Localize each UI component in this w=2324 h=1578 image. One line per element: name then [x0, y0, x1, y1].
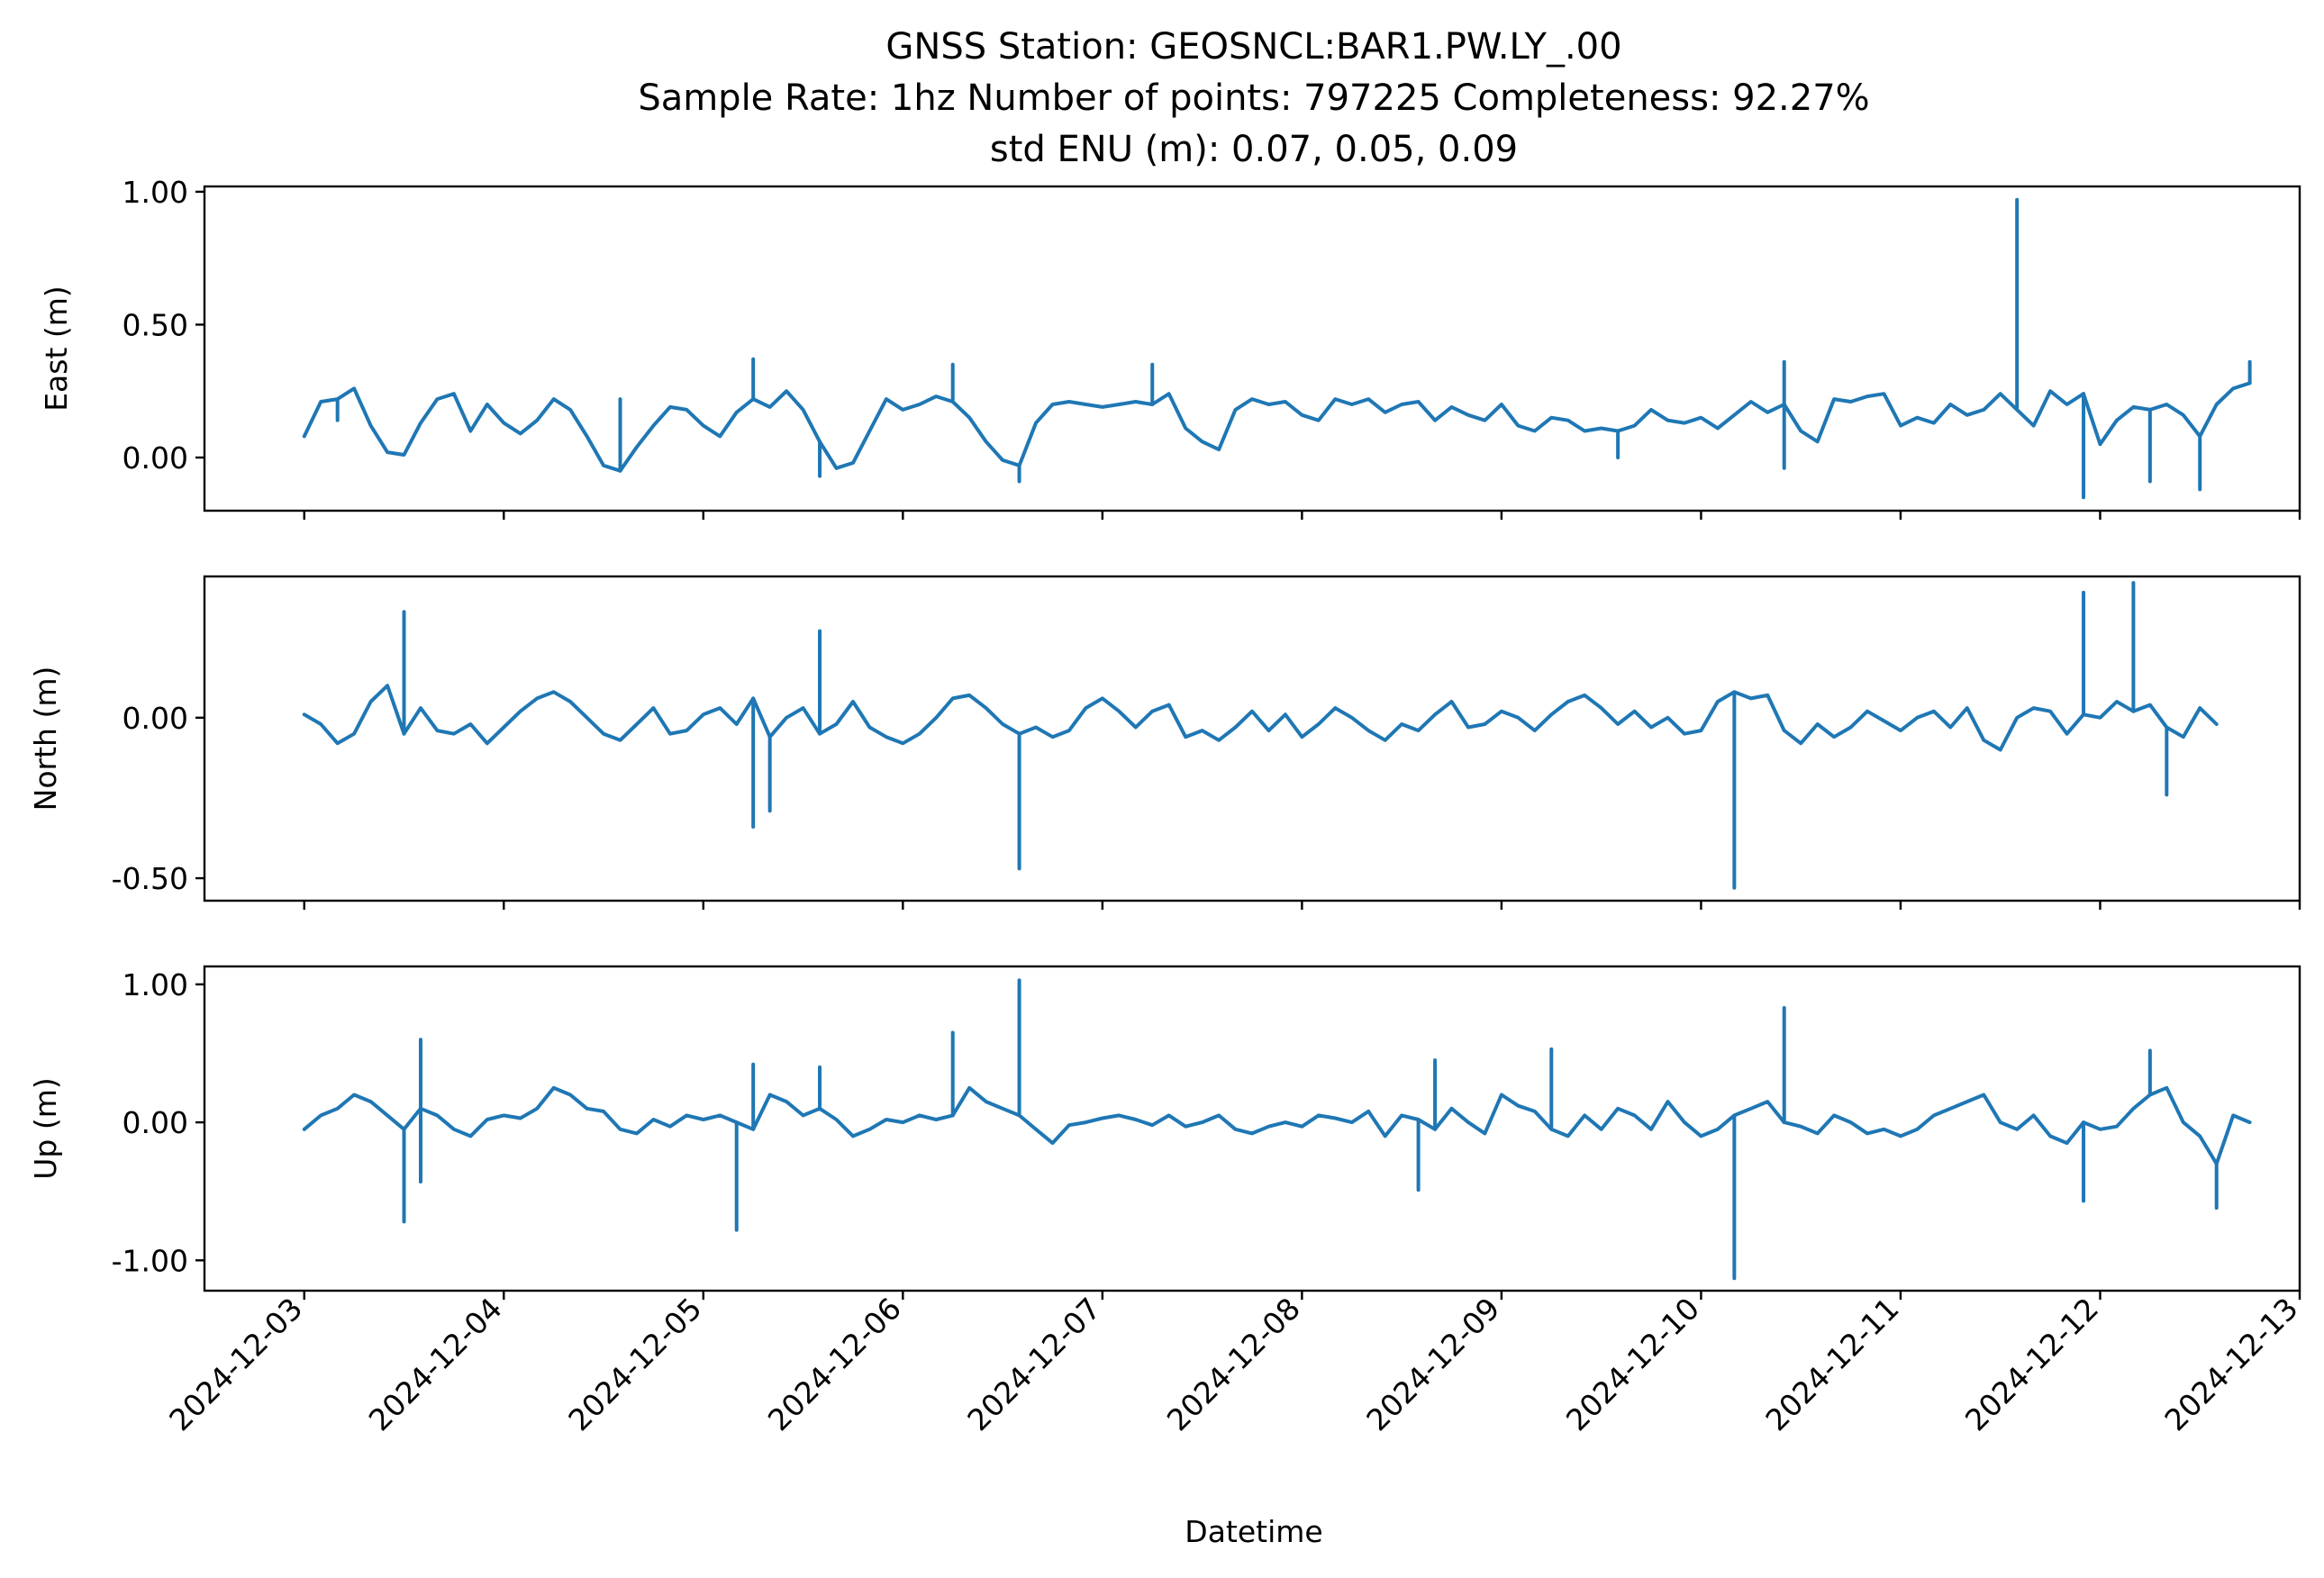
title-line-3: std ENU (m): 0.07, 0.05, 0.09 — [990, 129, 1518, 170]
up-x-ticks — [303, 1291, 2301, 1300]
up-y-tick-label: 1.00 — [123, 967, 188, 1002]
east-series-line — [302, 381, 2252, 473]
up-series — [302, 978, 2252, 1281]
north-panel: North (m) 0.00 -0.50 — [28, 575, 2301, 910]
up-y-ticks: 1.00 0.00 -1.00 — [112, 967, 204, 1278]
east-panel: East (m) 1.00 0.50 0.00 — [39, 175, 2301, 520]
east-x-ticks — [303, 511, 2301, 520]
north-x-ticks — [303, 901, 2301, 910]
east-y-tick-label: 1.00 — [123, 175, 188, 210]
up-y-tick-label: -1.00 — [112, 1243, 188, 1278]
north-y-tick-label: 0.00 — [123, 701, 188, 736]
north-plot-frame — [203, 575, 2301, 902]
north-y-tick-label: -0.50 — [112, 861, 188, 896]
x-axis-label: Datetime — [1185, 1514, 1322, 1549]
north-y-ticks: 0.00 -0.50 — [112, 701, 204, 896]
east-series — [302, 197, 2252, 500]
north-series — [302, 581, 2219, 890]
east-y-axis-label: East (m) — [39, 286, 74, 412]
chart-title: GNSS Station: GEOSNCL:BAR1.PW.LY_.00 Sam… — [638, 26, 1869, 170]
title-line-1: GNSS Station: GEOSNCL:BAR1.PW.LY_.00 — [885, 26, 1621, 68]
up-plot-frame — [203, 965, 2301, 1292]
east-y-tick-label: 0.50 — [123, 307, 188, 342]
up-y-tick-label: 0.00 — [123, 1105, 188, 1140]
title-line-2: Sample Rate: 1hz Number of points: 79722… — [638, 77, 1869, 119]
north-series-line — [302, 684, 2219, 752]
east-y-tick-label: 0.00 — [123, 440, 188, 476]
up-series-line — [302, 1085, 2252, 1166]
east-y-ticks: 1.00 0.50 0.00 — [123, 175, 204, 476]
up-y-axis-label: Up (m) — [28, 1077, 63, 1180]
east-plot-frame — [203, 185, 2301, 512]
north-y-axis-label: North (m) — [28, 667, 63, 812]
